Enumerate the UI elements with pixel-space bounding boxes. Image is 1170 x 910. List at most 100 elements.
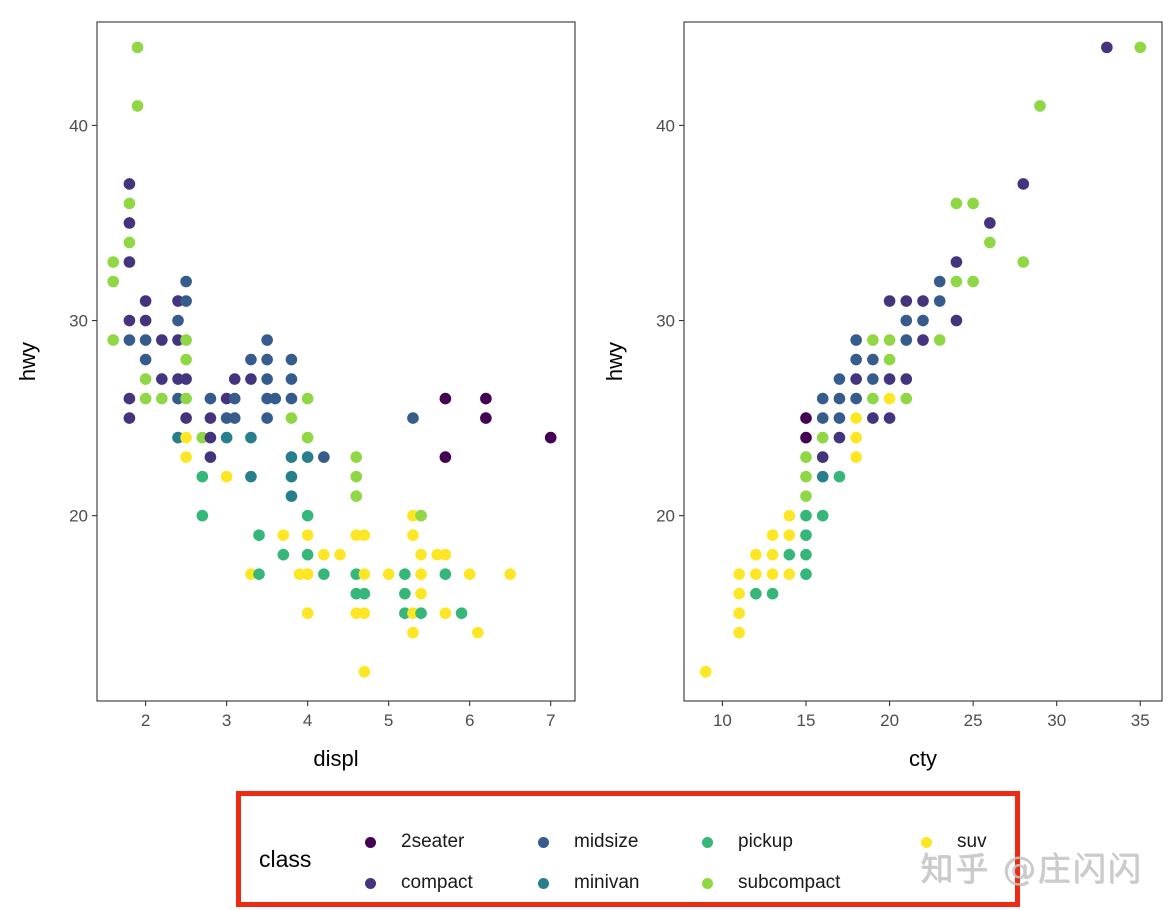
data-point-midsize <box>123 334 136 346</box>
data-point-pickup <box>301 548 314 561</box>
chart-canvas: 2 3 4 5 6 7 20 30 40 displ hwy 10 15 20 25 30 35 20 30 40 c… <box>15 21 1163 771</box>
data-point-compact <box>204 412 217 424</box>
data-point-subcompact <box>301 392 314 405</box>
legend-label: pickup <box>738 831 793 852</box>
data-point-compact <box>123 256 136 268</box>
legend-dot-minivan-icon <box>538 877 549 889</box>
data-point-subcompact <box>107 275 120 288</box>
data-point-compact <box>1101 41 1113 54</box>
data-point-compact <box>900 373 913 385</box>
data-point-midsize <box>850 334 862 346</box>
data-point-suv <box>733 626 745 639</box>
data-point-pickup <box>350 587 363 600</box>
data-point-subcompact <box>285 412 298 424</box>
data-point-subcompact <box>867 334 879 346</box>
legend-item-2seater: 2seater <box>365 830 464 854</box>
data-point-pickup <box>399 587 411 600</box>
data-point-suv <box>334 548 346 561</box>
data-point-midsize <box>172 314 184 327</box>
data-point-midsize <box>900 334 913 346</box>
data-point-midsize <box>285 392 298 405</box>
data-point-subcompact <box>123 197 136 210</box>
data-point-subcompact <box>1017 256 1030 268</box>
y-axis-title: hwy <box>602 342 627 381</box>
data-point-compact <box>883 295 896 307</box>
data-point-2seater <box>544 431 557 444</box>
data-point-suv <box>245 568 257 580</box>
data-point-pickup <box>833 470 846 483</box>
data-point-suv <box>301 529 314 541</box>
data-point-suv <box>350 607 363 619</box>
legend-title: class <box>259 846 312 872</box>
data-point-compact <box>1017 178 1030 190</box>
data-point-suv <box>358 568 371 580</box>
data-point-suv <box>699 665 712 678</box>
data-point-suv <box>850 431 862 444</box>
x-tick-label: 5 <box>384 711 393 730</box>
data-point-suv <box>439 607 452 619</box>
data-point-compact <box>172 334 184 346</box>
data-point-pickup <box>399 568 411 580</box>
data-point-compact <box>950 314 963 327</box>
data-point-2seater <box>439 392 452 405</box>
data-point-compact <box>156 334 168 346</box>
data-point-suv <box>318 548 330 561</box>
data-point-subcompact <box>967 197 979 210</box>
legend-dot-midsize-icon <box>538 836 549 848</box>
legend-label: midsize <box>574 831 639 852</box>
legend-label: suv <box>957 831 987 852</box>
data-point-minivan <box>172 431 184 444</box>
scatter-panel-displ: 2 3 4 5 6 7 20 30 40 displ hwy <box>15 21 576 771</box>
data-point-suv <box>350 529 363 541</box>
data-point-compact <box>850 373 862 385</box>
data-point-compact <box>833 431 846 444</box>
data-point-suv <box>431 548 444 561</box>
data-point-compact <box>917 334 929 346</box>
data-point-midsize <box>204 392 217 405</box>
data-point-subcompact <box>415 509 427 522</box>
data-point-midsize <box>139 353 152 366</box>
data-point-suv <box>180 451 192 463</box>
data-point-compact <box>917 295 929 307</box>
data-point-2seater <box>439 451 452 463</box>
data-point-suv <box>783 509 796 522</box>
data-point-subcompact <box>800 451 812 463</box>
data-point-suv <box>358 607 371 619</box>
data-point-compact <box>139 314 152 327</box>
data-point-suv <box>766 568 779 580</box>
data-point-compact <box>950 256 963 268</box>
data-point-suv <box>850 412 862 424</box>
data-point-suv <box>407 529 419 541</box>
data-point-compact <box>172 373 184 385</box>
data-point-suv <box>358 529 371 541</box>
legend-dot-suv-icon <box>921 836 932 848</box>
data-point-pickup <box>750 587 762 600</box>
legend-label: subcompact <box>738 872 841 893</box>
legend-dot-compact-icon <box>365 877 376 889</box>
data-point-suv <box>750 548 762 561</box>
scatter-panel-cty: 10 15 20 25 30 35 20 30 40 cty hwy <box>602 21 1163 771</box>
data-point-midsize <box>816 412 829 424</box>
data-point-suv <box>293 568 306 580</box>
watermark: 知乎 @庄闪闪 <box>920 849 1143 888</box>
legend-item-compact: compact <box>365 871 473 895</box>
data-point-subcompact <box>131 100 144 112</box>
legend-item-minivan: minivan <box>538 871 639 895</box>
data-point-suv <box>783 568 796 580</box>
data-point-2seater <box>800 412 812 424</box>
data-point-suv <box>783 529 796 541</box>
data-point-suv <box>439 548 452 561</box>
data-point-compact <box>123 412 136 424</box>
data-point-suv <box>850 451 862 463</box>
data-point-subcompact <box>180 334 192 346</box>
data-point-pickup <box>415 607 427 619</box>
data-point-suv <box>358 665 371 678</box>
data-point-minivan <box>816 470 829 483</box>
legend-item-pickup: pickup <box>702 830 793 854</box>
data-point-compact <box>220 392 233 405</box>
legend: class 2seater compact midsize minivan pi… <box>236 791 1020 907</box>
legend-dot-2seater-icon <box>365 836 376 848</box>
data-point-midsize <box>228 392 241 405</box>
data-point-midsize <box>261 373 273 385</box>
data-point-2seater <box>800 431 812 444</box>
